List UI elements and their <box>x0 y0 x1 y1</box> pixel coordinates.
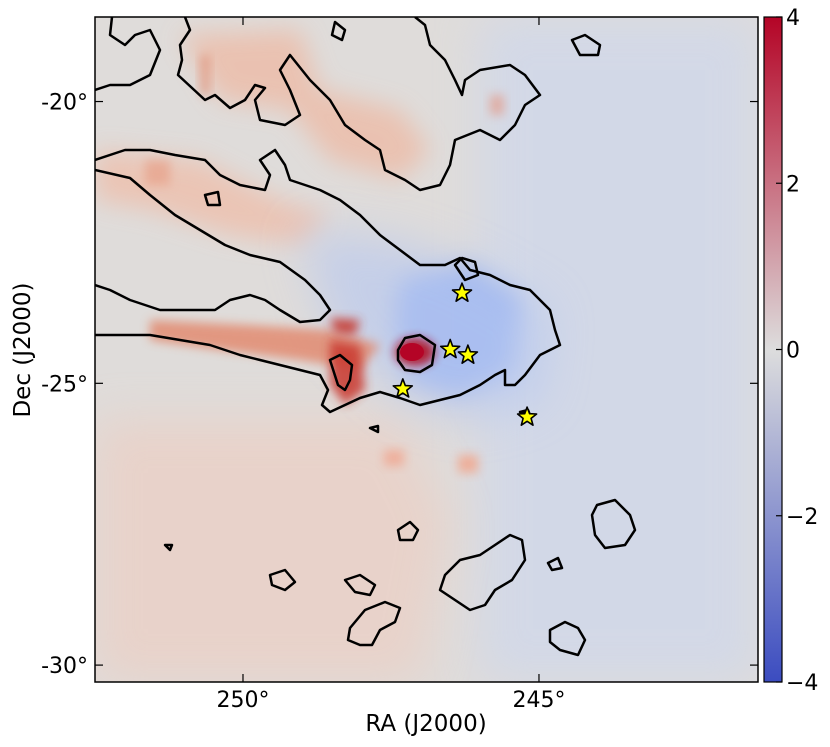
colorbar-tick-label: 4 <box>786 6 800 31</box>
heatmap-hot-core-inner <box>400 343 424 361</box>
y-tick-label: -30° <box>41 654 88 679</box>
contour-east-small-2 <box>546 556 564 572</box>
contour-south-small <box>368 424 380 434</box>
colorbar: 4 2 0 −2 −4 <box>763 6 818 696</box>
contour-southeast-blob <box>590 498 637 550</box>
contour-small-west <box>203 190 222 207</box>
colorbar-tick-label: −4 <box>786 671 818 696</box>
star-markers <box>392 282 538 426</box>
colorbar-tick-label: 2 <box>786 172 800 197</box>
contour-south-clump <box>328 353 354 392</box>
x-tick-label: 250° <box>216 688 269 713</box>
heatmap-warm-spot <box>200 55 210 95</box>
contour-south-large <box>346 600 402 647</box>
heatmap-field <box>95 17 758 682</box>
x-tick-label: 245° <box>512 688 565 713</box>
contour-south-oval <box>396 520 420 542</box>
contour-north-cloud <box>176 17 542 192</box>
plot-area <box>94 16 759 683</box>
star-marker <box>451 282 473 302</box>
contour-west-tiny <box>163 543 174 552</box>
contours <box>95 17 637 657</box>
heatmap-cool-halo <box>300 230 550 420</box>
contour-southwest-small <box>268 568 297 592</box>
heatmap-warm-region-south <box>95 420 450 682</box>
colorbar-tick-label: 0 <box>786 339 800 364</box>
contour-west-filament <box>95 148 562 414</box>
contour-north-small <box>330 20 347 42</box>
heatmap-warm-spot <box>458 455 478 473</box>
contour-northeast-small <box>570 33 602 57</box>
heatmap-warm-ridge <box>150 320 380 370</box>
star-marker <box>392 378 414 398</box>
colorbar-ticks: 4 2 0 −2 −4 <box>776 6 818 696</box>
contour-west-upper <box>95 168 332 324</box>
contour-cluster-core <box>396 333 437 374</box>
heatmap-warm-spot <box>384 450 404 466</box>
heatmap-warm-spot <box>145 160 170 185</box>
y-tick-label: -25° <box>41 372 88 397</box>
y-axis-ticks: -20° -25° -30° <box>41 91 758 679</box>
y-tick-label: -20° <box>41 91 88 116</box>
contour-south-medium <box>343 573 377 597</box>
plot-frame <box>94 16 759 683</box>
x-axis-ticks: 250° 245° <box>216 17 565 713</box>
y-axis-label: Dec (J2000) <box>10 282 36 417</box>
contour-north-upper <box>95 17 162 92</box>
star-marker <box>516 406 538 426</box>
star-marker <box>439 338 461 359</box>
colorbar-tick-label: −2 <box>786 505 818 530</box>
star-marker <box>457 344 479 364</box>
heatmap-warm-spot <box>490 95 504 115</box>
heatmap-warm-clump-ridge <box>330 318 360 335</box>
x-axis-label: RA (J2000) <box>365 711 486 737</box>
contour-east-arm <box>453 256 480 282</box>
contour-southeast-small <box>548 620 587 657</box>
contour-south-filament <box>438 533 527 612</box>
